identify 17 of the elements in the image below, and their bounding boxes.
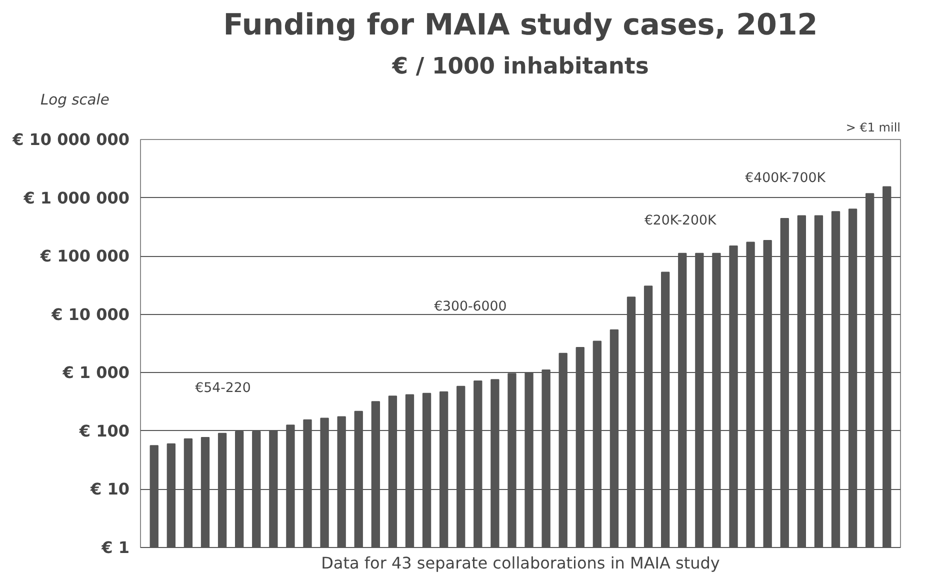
y-tick-label: € 10 000 000	[12, 130, 130, 149]
text: Log scale	[40, 92, 110, 108]
y-tick-label: € 10	[90, 480, 130, 499]
y-tick-label: € 1	[100, 538, 130, 557]
y-tick-label: € 10 000	[50, 304, 130, 324]
text: > €1 mill	[846, 120, 901, 134]
x-axis-title: Data for 43 separate collaborations in MAIA study	[321, 554, 720, 572]
chart-title: Funding for MAIA study cases, 2012	[223, 8, 818, 42]
chart-subtitle: € / 1000 inhabitants	[391, 54, 649, 80]
annotation: €400K-700K	[745, 170, 827, 186]
annotation: €54-220	[195, 380, 251, 396]
annotation: €300-6000	[434, 299, 507, 314]
y-tick-label: € 1 000	[62, 363, 130, 382]
annotation: €20K-200K	[644, 214, 718, 229]
y-tick-label: € 100	[78, 421, 130, 440]
y-tick-label: € 100 000	[39, 246, 130, 266]
y-tick-label: € 1 000 000	[22, 188, 130, 208]
